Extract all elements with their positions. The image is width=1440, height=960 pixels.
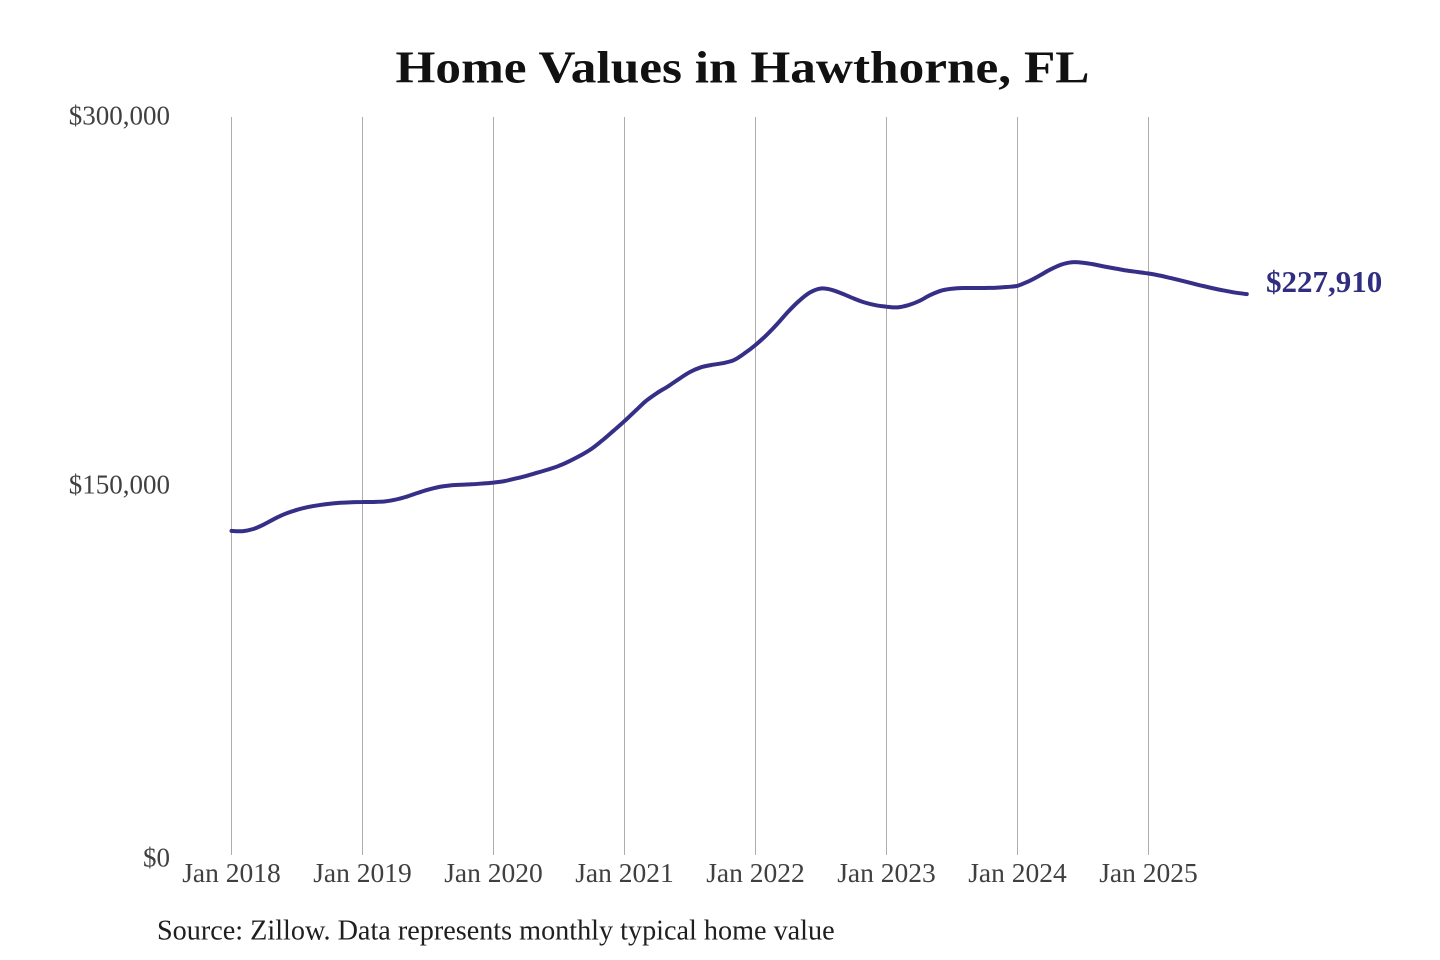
svg-text:Jan 2018: Jan 2018 — [182, 857, 281, 888]
svg-text:Jan 2022: Jan 2022 — [706, 857, 805, 888]
svg-text:$300,000: $300,000 — [69, 101, 170, 131]
svg-text:Source: Zillow. Data represent: Source: Zillow. Data represents monthly … — [157, 916, 835, 947]
svg-text:$227,910: $227,910 — [1266, 264, 1382, 299]
svg-text:Jan 2023: Jan 2023 — [837, 857, 936, 888]
svg-text:Jan 2019: Jan 2019 — [313, 857, 412, 888]
svg-text:Jan 2024: Jan 2024 — [968, 857, 1067, 888]
svg-text:Home Values in Hawthorne, FL: Home Values in Hawthorne, FL — [396, 43, 1090, 92]
svg-text:Jan 2021: Jan 2021 — [575, 857, 674, 888]
svg-text:Jan 2025: Jan 2025 — [1099, 857, 1198, 888]
svg-text:Jan 2020: Jan 2020 — [444, 857, 543, 888]
svg-text:$0: $0 — [143, 843, 170, 873]
svg-text:$150,000: $150,000 — [69, 470, 170, 500]
